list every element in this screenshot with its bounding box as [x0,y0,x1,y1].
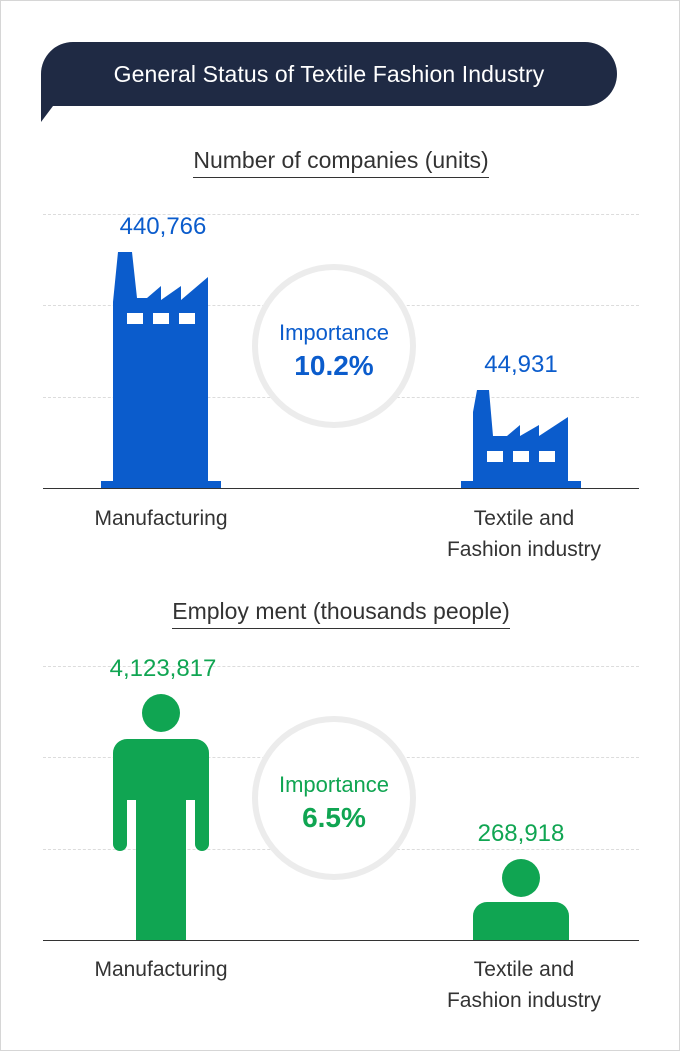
companies-value-manufacturing: 440,766 [119,213,207,240]
employment-category-manufacturing: Manufacturing [41,954,281,985]
companies-importance-circle: Importance 10.2% [252,264,416,428]
companies-title: Number of companies (units) [193,147,489,178]
companies-heading: Number of companies (units) [1,147,680,178]
companies-category-manufacturing: Manufacturing [41,503,281,534]
employment-title: Employ ment (thousands people) [172,598,510,629]
companies-importance-label: Importance [278,320,390,345]
category-label-line: Textile and [473,958,575,981]
category-label-line: Manufacturing [94,958,228,981]
title-banner-tail [41,106,53,122]
person-icon [473,859,569,940]
factory-icon [101,252,221,488]
category-label-line: Manufacturing [94,507,228,530]
companies-baseline [43,488,639,489]
category-label-line: Fashion industry [446,538,602,561]
employment-importance-label: Importance [278,772,390,797]
employment-gridline [43,666,639,667]
companies-importance-value: 10.2% [294,350,374,381]
title-banner: General Status of Textile Fashion Indust… [41,42,617,106]
employment-value-textile: 268,918 [477,820,565,847]
employment-importance-value: 6.5% [302,802,366,833]
category-label-line: Fashion industry [446,989,602,1012]
employment-baseline [43,940,639,941]
employment-heading: Employ ment (thousands people) [1,598,680,629]
person-icon [113,694,209,940]
companies-category-textile: Textile and Fashion industry [404,503,644,565]
employment-value-manufacturing: 4,123,817 [109,655,217,682]
companies-gridline [43,214,639,215]
factory-icon [461,390,581,488]
companies-value-textile: 44,931 [484,351,558,378]
employment-importance-circle: Importance 6.5% [252,716,416,880]
category-label-line: Textile and [473,507,575,530]
employment-category-textile: Textile and Fashion industry [404,954,644,1016]
